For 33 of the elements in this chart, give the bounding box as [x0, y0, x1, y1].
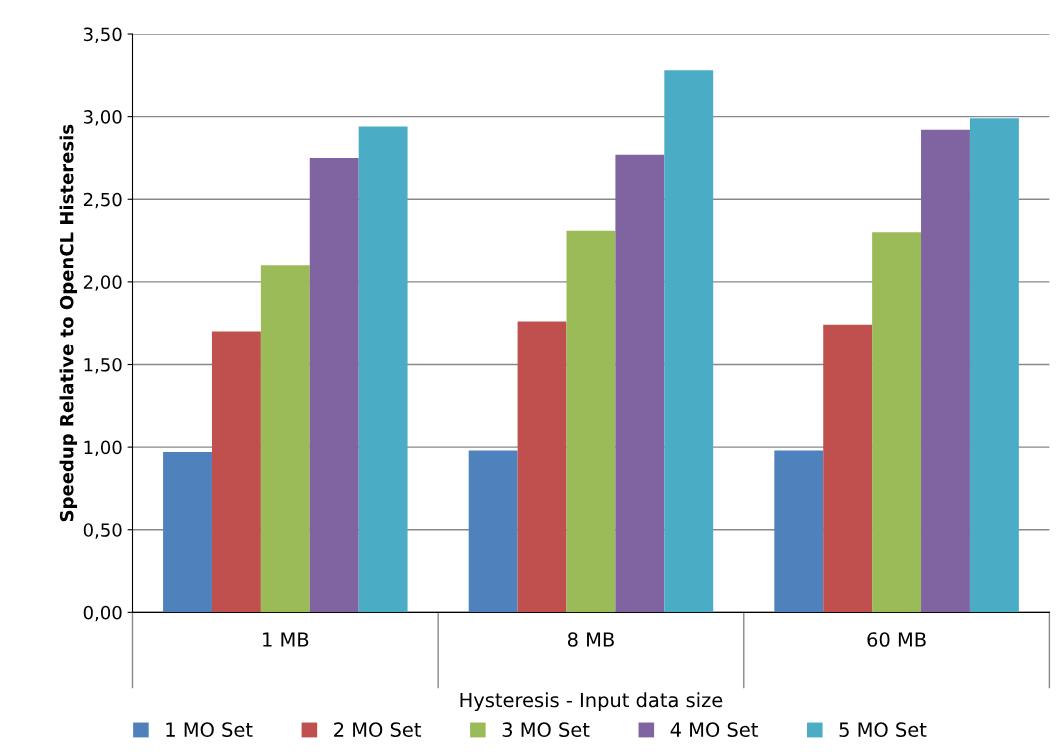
bar: [211, 331, 261, 613]
bar: [309, 157, 359, 613]
legend-label: 2 MO Set: [334, 722, 421, 737]
bar: [260, 265, 310, 613]
y-tick-label: 2,50: [83, 192, 122, 209]
legend-label: 1 MO Set: [166, 722, 253, 737]
y-tick-label: 3,00: [83, 110, 122, 126]
legend-label: 4 MO Set: [670, 722, 758, 737]
bar: [615, 154, 665, 613]
bar: [517, 321, 567, 613]
bar: [566, 230, 616, 613]
y-tick-label: 0,00: [83, 605, 122, 622]
y-tick-label: 2,00: [83, 275, 122, 291]
bar: [921, 129, 970, 613]
y-tick-label: 1,00: [84, 440, 122, 457]
legend-label: 3 MO Set: [502, 722, 590, 737]
x-tick-label: 60 MB: [867, 632, 926, 647]
y-tick-label: 1,50: [84, 357, 122, 374]
x-axis-title: Hysteresis - Input data size: [460, 692, 723, 712]
y-tick-label: 0,50: [83, 523, 122, 539]
y-tick-label: 3,50: [83, 27, 122, 43]
bar: [969, 118, 1019, 613]
bar: [664, 70, 714, 613]
x-tick-label: 8 MB: [567, 632, 614, 647]
bar: [823, 324, 873, 613]
bar: [468, 450, 518, 613]
bar: [163, 452, 212, 613]
bar: [872, 232, 922, 613]
legend-label: 5 MO Set: [839, 722, 927, 737]
bar: [774, 450, 824, 613]
bar: [358, 126, 408, 613]
y-axis-title: Speedup Relative to OpenCL Histeresis: [59, 124, 78, 522]
x-tick-label: 1 MB: [263, 632, 309, 647]
